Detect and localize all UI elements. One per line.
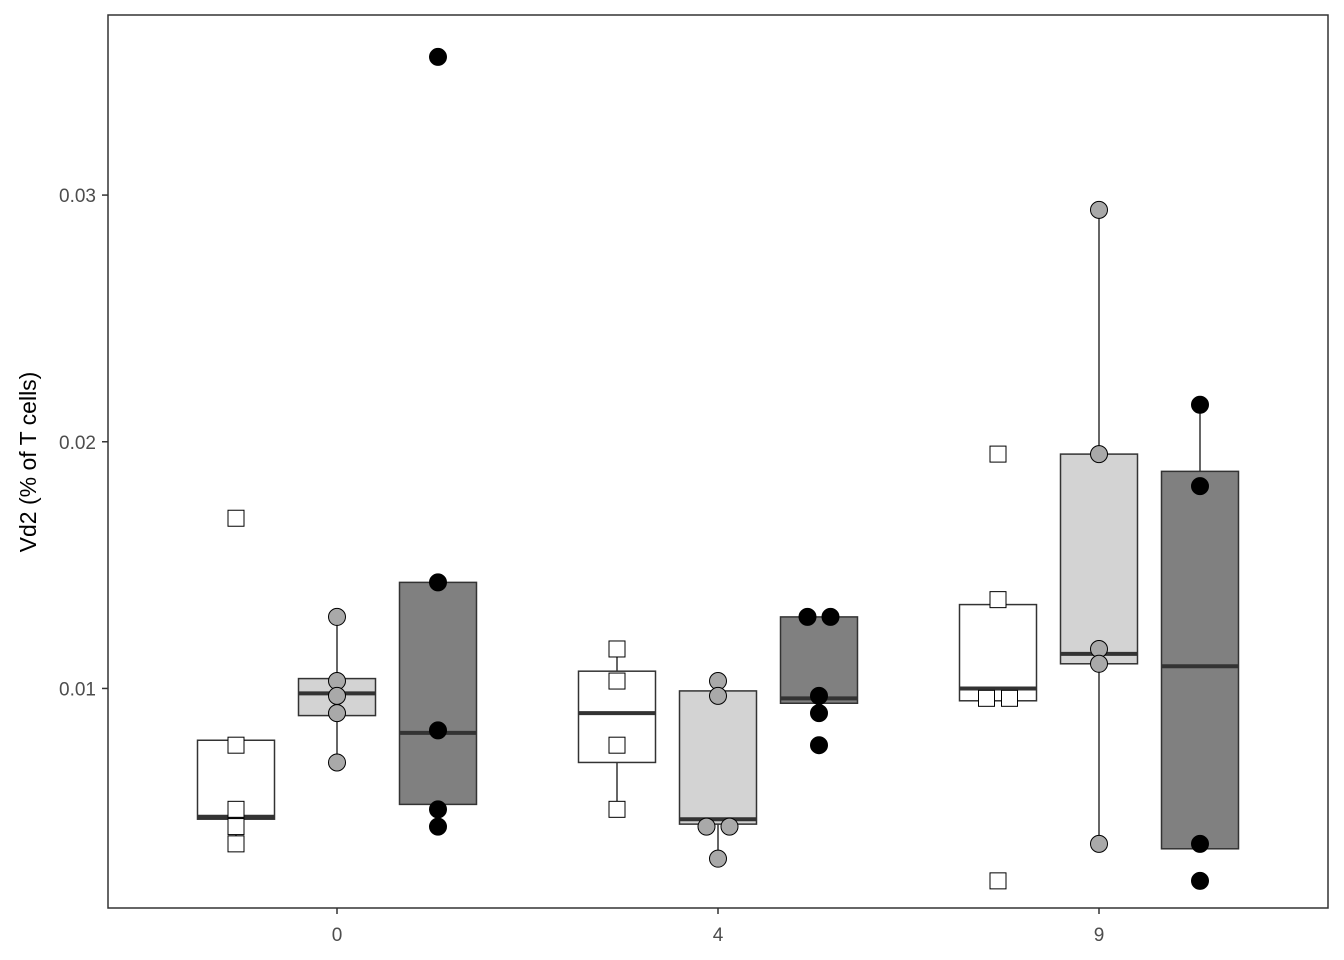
data-point <box>227 509 245 527</box>
data-point <box>810 736 828 755</box>
data-point <box>709 686 727 705</box>
box-iqr <box>1160 470 1240 850</box>
data-point <box>1090 654 1108 673</box>
data-point <box>798 607 817 626</box>
data-point <box>978 689 995 707</box>
x-axis: 0 4 9 <box>332 908 1105 946</box>
data-point <box>1090 445 1108 464</box>
data-point <box>328 753 346 772</box>
box-group <box>958 603 1038 702</box>
x-tick-label: 9 <box>1094 925 1105 946</box>
data-point <box>429 800 447 819</box>
data-point <box>1191 395 1209 414</box>
data-point <box>227 818 245 836</box>
box-iqr <box>1059 453 1139 665</box>
data-point <box>1090 200 1108 219</box>
data-point <box>608 672 626 690</box>
data-point <box>227 736 245 754</box>
points-layer <box>227 47 1209 890</box>
data-point <box>608 736 626 754</box>
data-point <box>328 704 346 723</box>
y-tick-label: 0.03 <box>59 186 96 207</box>
y-axis-title: Vd2 (% of T cells) <box>15 372 41 553</box>
data-point <box>810 686 828 705</box>
data-point <box>1191 834 1209 853</box>
data-point <box>989 591 1007 609</box>
data-point <box>989 872 1007 890</box>
y-tick-label: 0.01 <box>59 679 96 700</box>
box-iqr <box>678 690 758 825</box>
data-point <box>328 686 346 705</box>
data-point <box>810 704 828 723</box>
data-point <box>1090 834 1108 853</box>
box-iqr <box>398 581 478 806</box>
data-point <box>608 800 626 818</box>
data-point <box>608 640 626 658</box>
data-point <box>1191 477 1209 496</box>
data-point <box>709 849 727 868</box>
box-group <box>398 581 478 806</box>
box-iqr <box>958 603 1038 702</box>
x-tick-label: 0 <box>332 925 343 946</box>
data-point <box>697 817 716 836</box>
data-point <box>429 573 447 592</box>
data-point <box>1001 689 1018 707</box>
box-group <box>1160 404 1240 850</box>
data-point <box>227 835 245 853</box>
data-point <box>429 721 447 740</box>
box-group <box>1059 209 1139 844</box>
data-point <box>989 445 1007 463</box>
x-tick-label: 4 <box>713 925 724 946</box>
data-point <box>227 800 245 818</box>
data-point <box>1191 871 1209 890</box>
y-axis: 0.01 0.02 0.03 <box>59 186 108 700</box>
data-point <box>429 817 447 836</box>
data-point <box>429 47 447 66</box>
data-point <box>821 607 840 626</box>
data-point <box>328 607 346 626</box>
data-point <box>720 817 739 836</box>
y-tick-label: 0.02 <box>59 433 96 454</box>
box-group <box>678 690 758 859</box>
